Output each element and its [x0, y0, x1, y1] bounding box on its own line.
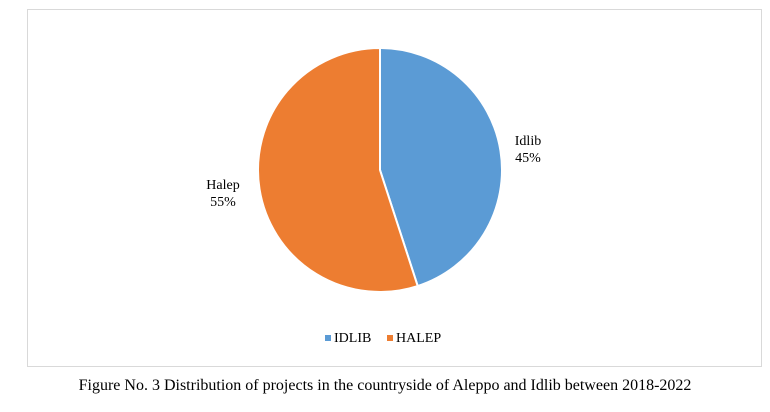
- legend-label-halep: HALEP: [396, 331, 441, 346]
- legend-swatch-idlib: [325, 335, 331, 341]
- legend-swatch-halep: [387, 335, 393, 341]
- legend: IDLIB HALEP: [325, 331, 441, 346]
- figure-caption: Figure No. 3 Distribution of projects in…: [78, 377, 692, 394]
- pie-slice-idlib: [379, 46, 503, 288]
- pie-chart: Idlib 45% Halep 55% IDLIB HALEP: [206, 46, 541, 346]
- data-label-halep: Halep 55%: [206, 178, 239, 210]
- legend-item-idlib: IDLIB: [325, 331, 371, 346]
- legend-label-idlib: IDLIB: [334, 331, 371, 346]
- chart-area: Idlib 45% Halep 55% IDLIB HALEP: [27, 9, 762, 367]
- data-label-idlib: Idlib 45%: [515, 134, 541, 166]
- pie-data-labels: Idlib 45% Halep 55%: [206, 134, 541, 210]
- legend-item-halep: HALEP: [387, 331, 441, 346]
- pie-slices: [257, 46, 503, 293]
- pie-slice-halep: [257, 46, 419, 293]
